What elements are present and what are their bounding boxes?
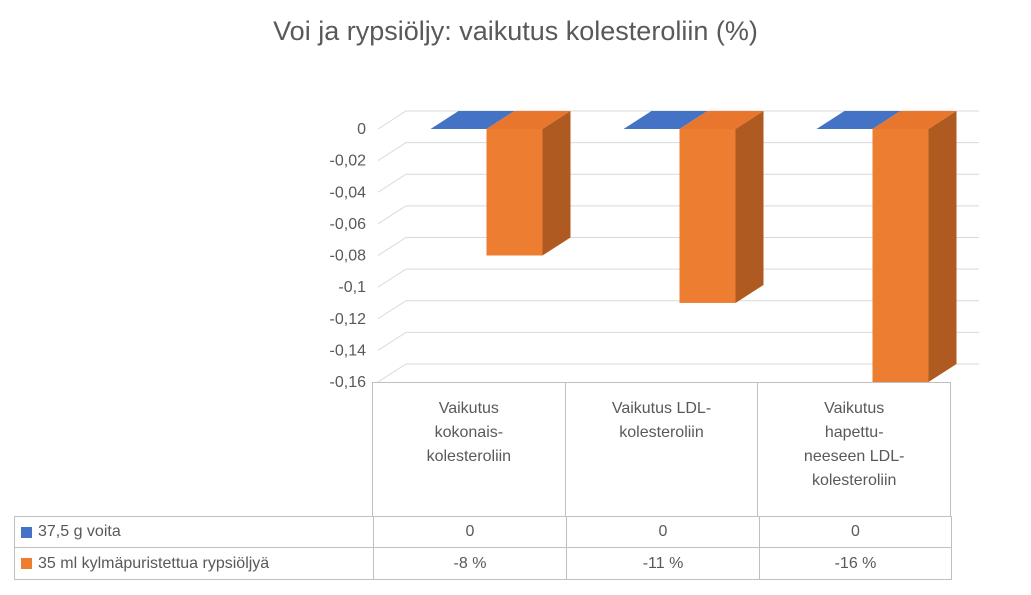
- legend-entry-rapeseed-oil: 35 ml kylmäpuristettua rypsiöljyä: [15, 548, 373, 579]
- y-tick-label: -0,08: [330, 248, 367, 265]
- gridline: [377, 363, 979, 383]
- table-row-butter: 37,5 g voita 0 0 0: [14, 516, 952, 548]
- legend-marker-butter-icon: [21, 526, 32, 538]
- category-axis: Vaikutus kokonais-kolesteroliin Vaikutus L…: [372, 382, 952, 516]
- table-cell: 0: [373, 517, 566, 547]
- y-tick-label: -0,04: [330, 184, 367, 201]
- bar-side-face: [928, 111, 957, 382]
- table-cell: -8 %: [373, 548, 566, 579]
- bar-front-face: [486, 129, 543, 256]
- category-label: Vaikutus kokonais-kolesteroliin: [372, 383, 565, 516]
- y-tick-label: -0,14: [330, 342, 367, 359]
- legend-entry-butter: 37,5 g voita: [15, 517, 373, 547]
- gridline: [377, 205, 979, 225]
- gridline: [377, 110, 979, 130]
- table-cell: 0: [566, 517, 759, 547]
- bar-side-face: [542, 111, 571, 256]
- table-cell: -11 %: [566, 548, 759, 579]
- bar-side-face: [735, 111, 764, 303]
- table-cell: 0: [759, 517, 952, 547]
- y-tick-label: -0,1: [338, 279, 366, 296]
- bar-front-face: [679, 129, 736, 303]
- category-label: Vaikutus LDL-kolesteroliin: [564, 383, 758, 516]
- bar-front-face: [872, 129, 929, 382]
- y-tick-label: -0,16: [330, 374, 367, 391]
- data-table: 37,5 g voita 0 0 0 35 ml kylmäpuristettu…: [14, 516, 952, 580]
- table-row-rapeseed-oil: 35 ml kylmäpuristettua rypsiöljyä -8 % -…: [14, 548, 952, 580]
- gridline: [377, 331, 979, 351]
- category-label: Vaikutus hapettu-neeseen LDL-kolesterolii…: [757, 383, 952, 516]
- y-tick-label: -0,12: [330, 311, 367, 328]
- y-tick-label: -0,02: [330, 153, 367, 170]
- y-tick-label: -0,06: [330, 216, 367, 233]
- y-tick-label: 0: [357, 121, 366, 138]
- gridline: [377, 142, 979, 162]
- gridline: [377, 300, 979, 320]
- gridline: [377, 268, 979, 288]
- series-name-rapeseed-oil: 35 ml kylmäpuristettua rypsiöljyä: [38, 554, 270, 572]
- gridline: [377, 237, 979, 256]
- gridline: [377, 173, 979, 193]
- legend-marker-rapeseed-oil-icon: [21, 558, 32, 569]
- chart-title: Voi ja rypsiöljy: vaikutus kolesteroliin…: [273, 16, 758, 46]
- table-cell: -16 %: [759, 548, 952, 579]
- series-name-butter: 37,5 g voita: [38, 523, 121, 540]
